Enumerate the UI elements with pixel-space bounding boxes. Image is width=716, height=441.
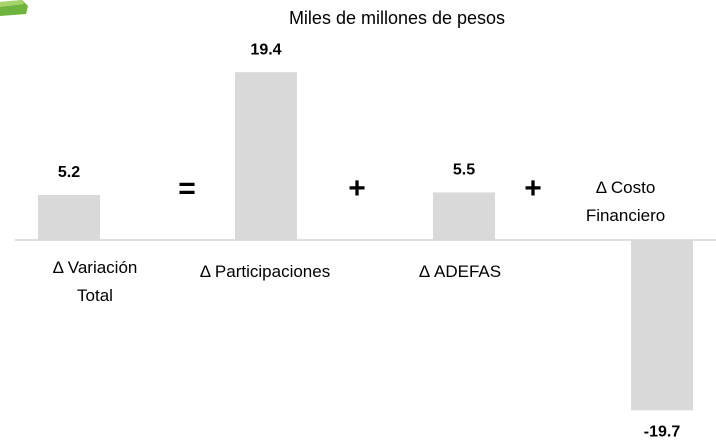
category-label: Δ Participaciones	[199, 262, 331, 281]
logo-highlight	[0, 0, 24, 7]
value-label: -19.7	[644, 424, 681, 441]
operator: +	[524, 172, 542, 205]
bar	[631, 239, 693, 411]
category-label: Δ Costo Financiero	[585, 178, 666, 225]
bar	[38, 195, 100, 240]
category-label: Δ Variación Total	[52, 258, 138, 305]
value-label: 5.2	[58, 164, 80, 181]
value-label: 19.4	[250, 41, 281, 58]
chart-title: Miles de millones de pesos	[289, 8, 505, 28]
bar	[433, 192, 495, 240]
category-label: Δ ADEFAS	[418, 262, 502, 281]
operator: =	[178, 172, 196, 205]
operator: +	[348, 172, 366, 205]
bar	[235, 72, 297, 240]
value-label: 5.5	[453, 162, 475, 179]
